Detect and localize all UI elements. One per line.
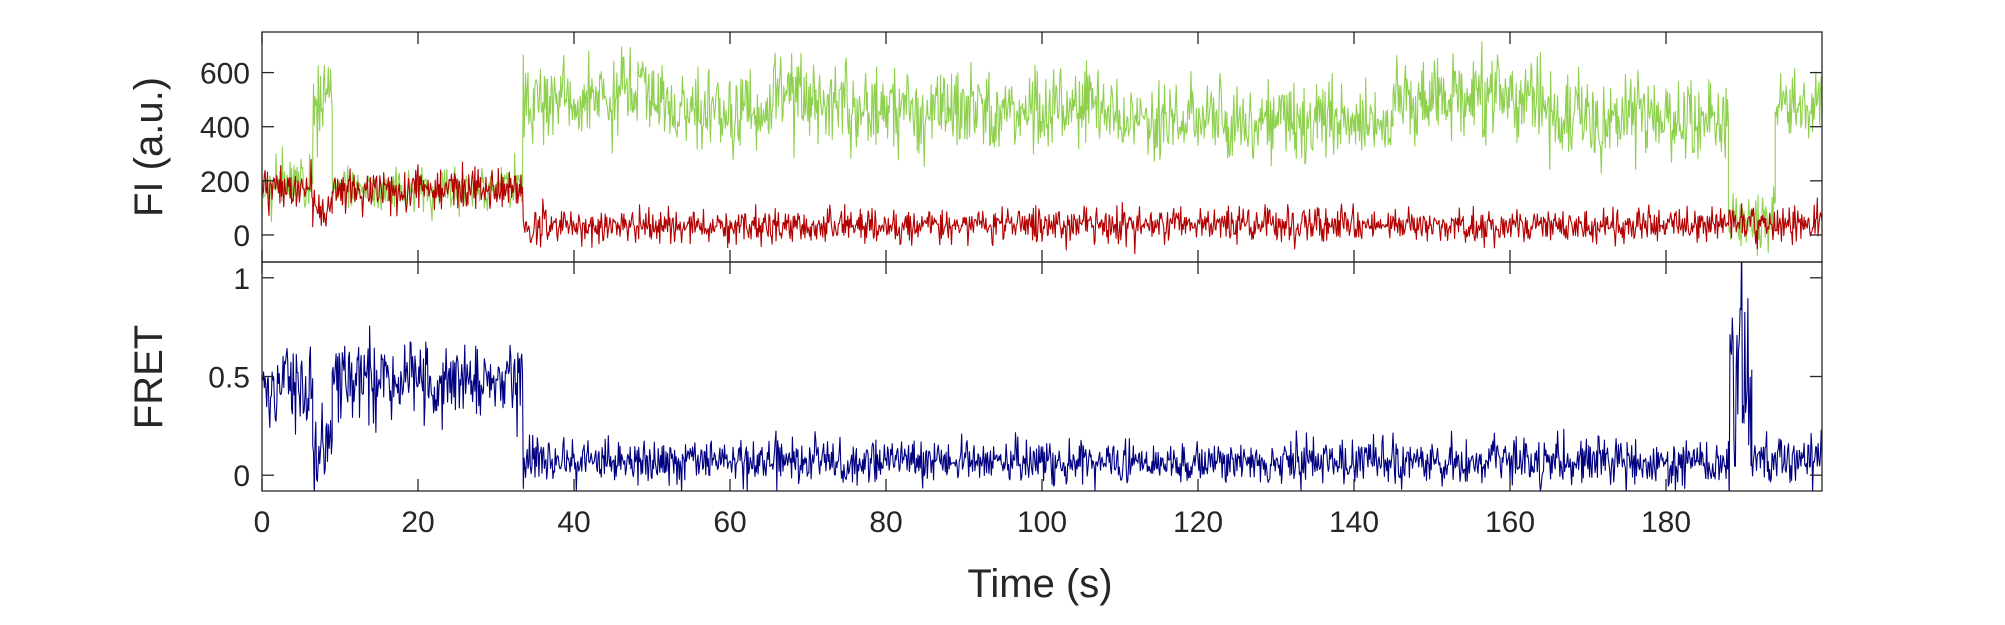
x-tick-label: 180: [1641, 506, 1691, 539]
x-tick-label: 20: [401, 506, 434, 539]
time-x-axis-label: Time (s): [967, 562, 1112, 606]
y-tick-label: 0: [233, 460, 250, 493]
x-tick-label: 40: [557, 506, 590, 539]
x-tick-label: 100: [1017, 506, 1067, 539]
fret-trace: [262, 262, 1822, 491]
fluorescence-panel: 0 200 400 600: [200, 31, 1823, 263]
x-tick-label: 80: [869, 506, 902, 539]
y-tick-label: 400: [200, 112, 250, 145]
acceptor-trace: [262, 159, 1822, 255]
fret-y-axis-label: FRET: [127, 325, 171, 429]
x-tick-label: 140: [1329, 506, 1379, 539]
y-tick-label: 0.5: [208, 362, 250, 395]
y-tick-label: 0: [233, 220, 250, 253]
fluorescence-y-axis-label: FI (a.u.): [127, 77, 171, 217]
x-tick-label: 0: [254, 506, 271, 539]
donor-trace: [262, 41, 1822, 257]
fret-panel: 0 20 40 60 80 100 120 140 160 180 0 0.5 1: [208, 261, 1823, 539]
y-tick-label: 600: [200, 58, 250, 91]
x-tick-label: 160: [1485, 506, 1535, 539]
y-tick-label: 200: [200, 166, 250, 199]
y-tick-label: 1: [233, 263, 250, 296]
x-tick-label: 60: [713, 506, 746, 539]
x-tick-label: 120: [1173, 506, 1223, 539]
